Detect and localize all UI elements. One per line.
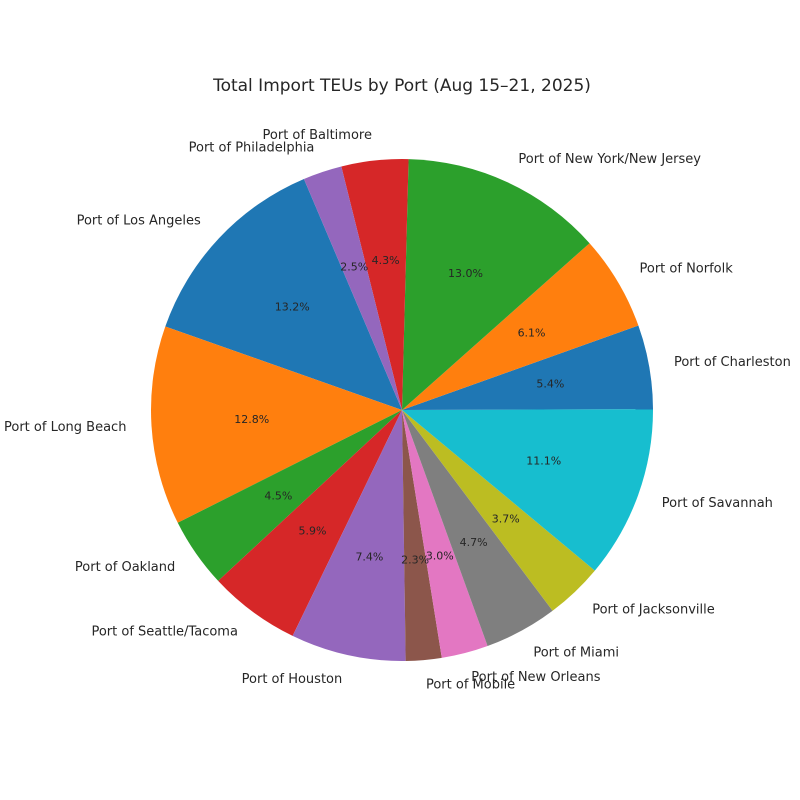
pie-slice-port-of-seattle-tacoma [218, 410, 402, 636]
slice-percent-port-of-philadelphia: 2.5% [340, 261, 368, 274]
slice-percent-port-of-miami: 4.7% [460, 536, 488, 549]
slice-label-port-of-philadelphia: Port of Philadelphia [189, 141, 315, 156]
slice-label-port-of-jacksonville: Port of Jacksonville [592, 603, 715, 618]
slice-percent-port-of-houston: 7.4% [355, 551, 383, 564]
slice-label-port-of-miami: Port of Miami [533, 645, 619, 660]
slice-percent-port-of-los-angeles: 13.2% [275, 300, 310, 313]
pie-slice-port-of-mobile [402, 410, 442, 661]
pie-slice-port-of-miami [402, 410, 553, 646]
slice-label-port-of-savannah: Port of Savannah [662, 496, 773, 511]
pie-labels: Port of Los Angeles 13.2% Port of Long Bea… [4, 128, 791, 693]
slice-label-port-of-new-york-new-jersey: Port of New York/New Jersey [518, 152, 701, 167]
pie-slice-port-of-new-orleans [402, 410, 488, 658]
slice-percent-port-of-long-beach: 12.8% [234, 413, 269, 426]
pie-slice-port-of-norfolk [402, 243, 639, 410]
slice-percent-port-of-mobile: 2.3% [401, 554, 429, 567]
pie-slice-port-of-oakland [177, 410, 402, 581]
pie-slices [151, 159, 654, 661]
pie-slice-port-of-long-beach [151, 326, 402, 523]
pie-slice-port-of-new-york-new-jersey [402, 159, 590, 410]
slice-label-port-of-long-beach: Port of Long Beach [4, 420, 126, 435]
slice-percent-port-of-savannah: 11.1% [526, 455, 561, 468]
pie-slice-port-of-philadelphia [303, 166, 402, 410]
slice-label-port-of-mobile: Port of Mobile [426, 678, 515, 693]
pie-slice-port-of-jacksonville [402, 410, 595, 611]
slice-label-port-of-houston: Port of Houston [242, 672, 343, 687]
pie-slice-port-of-houston [292, 410, 406, 661]
slice-percent-port-of-new-orleans: 3.0% [426, 549, 454, 562]
slice-percent-port-of-baltimore: 4.3% [372, 254, 400, 267]
slice-percent-port-of-jacksonville: 3.7% [492, 513, 520, 526]
pie-slice-port-of-baltimore [341, 159, 409, 410]
slice-percent-port-of-new-york-new-jersey: 13.0% [448, 267, 483, 280]
pie-slice-port-of-los-angeles [165, 178, 402, 410]
slice-percent-port-of-norfolk: 6.1% [518, 327, 546, 340]
slice-percent-port-of-oakland: 4.5% [264, 489, 292, 502]
slice-label-port-of-los-angeles: Port of Los Angeles [77, 213, 201, 228]
slice-label-port-of-new-orleans: Port of New Orleans [471, 670, 600, 685]
slice-label-port-of-norfolk: Port of Norfolk [640, 262, 734, 277]
pie-slice-port-of-charleston [402, 325, 653, 410]
pie-slice-port-of-savannah [402, 409, 654, 571]
slice-percent-port-of-seattle-tacoma: 5.9% [299, 525, 327, 538]
chart-title: Total Import TEUs by Port (Aug 15–21, 20… [212, 76, 591, 96]
slice-percent-port-of-charleston: 5.4% [536, 378, 564, 391]
slice-label-port-of-oakland: Port of Oakland [75, 560, 175, 575]
slice-label-port-of-charleston: Port of Charleston [674, 355, 791, 370]
slice-label-port-of-baltimore: Port of Baltimore [263, 128, 372, 143]
slice-label-port-of-seattle-tacoma: Port of Seattle/Tacoma [91, 625, 237, 640]
